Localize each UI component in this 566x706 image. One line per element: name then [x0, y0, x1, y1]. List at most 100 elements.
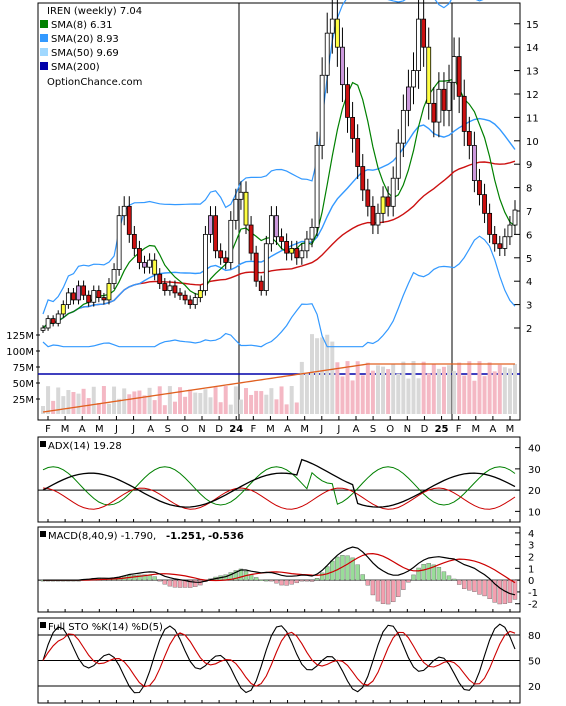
volume-bar: [41, 406, 45, 414]
sto-tick-label: 50: [528, 657, 541, 668]
volume-bar: [254, 390, 259, 414]
candle-body: [91, 290, 97, 303]
legend-label: SMA(20) 8.93: [51, 34, 119, 45]
volume-bar: [294, 402, 299, 414]
volume-bar: [46, 386, 51, 414]
candle-body: [177, 292, 183, 296]
macd-histogram-bar: [456, 579, 462, 585]
macd-tick-label: -2: [528, 600, 538, 611]
candle-body: [116, 215, 122, 270]
volume-bar: [101, 386, 106, 414]
candle-body: [487, 212, 493, 235]
macd-histogram-bar: [142, 574, 147, 581]
volume-bar: [208, 397, 213, 414]
legend-swatch: [40, 34, 48, 42]
volume-bar: [137, 390, 142, 414]
macd-histogram-bar: [411, 574, 416, 581]
legend-swatch: [40, 62, 48, 70]
adx-title-marker: [40, 441, 46, 447]
volume-bar: [142, 395, 147, 414]
macd-histogram-bar: [472, 579, 477, 592]
candle-body: [223, 257, 229, 263]
macd-histogram-bar: [350, 557, 355, 581]
candle-body: [147, 259, 152, 268]
macd-signal-line: [43, 552, 516, 584]
sto-title-marker: [40, 622, 46, 628]
volume-bar: [213, 387, 218, 414]
candle-body: [121, 205, 127, 217]
volume-bar: [497, 364, 502, 414]
macd-histogram-bar: [279, 579, 284, 586]
volume-bar: [203, 389, 208, 414]
price-tick-label: 6: [526, 230, 532, 241]
volume-bar: [436, 368, 441, 414]
volume-tick-label: 125M: [6, 331, 34, 342]
candle-body: [375, 212, 381, 226]
candle-body: [182, 294, 188, 301]
volume-bar: [264, 394, 269, 414]
volume-bar: [218, 402, 223, 414]
x-tick-label: A: [147, 424, 154, 435]
macd-histogram-bar: [512, 579, 518, 600]
candle-body: [466, 131, 472, 146]
volume-bar: [477, 361, 482, 414]
sto-tick-label: 80: [528, 631, 541, 642]
volume-bar: [228, 404, 233, 414]
candle-body: [294, 248, 300, 259]
volume-bar: [391, 363, 396, 414]
volume-bar: [233, 386, 238, 414]
candle-body: [304, 238, 310, 252]
volume-bar: [279, 386, 284, 414]
candle-body: [400, 109, 406, 144]
volume-bar: [81, 388, 86, 414]
price-tick-label: 15: [526, 20, 539, 31]
macd-title-marker: [40, 531, 46, 537]
legend-label: SMA(50) 9.69: [51, 48, 119, 59]
candle-body: [106, 283, 112, 301]
volume-bar: [96, 403, 101, 414]
candle-body: [101, 297, 107, 301]
candle-body: [314, 145, 320, 228]
sto-title: Full STO %K(14) %D(5): [48, 622, 163, 633]
candle-body: [340, 46, 345, 86]
macd-histogram-bar: [269, 579, 274, 582]
macd-histogram-bar: [365, 579, 371, 586]
x-tick-label: M: [471, 424, 480, 435]
macd-histogram-bar: [294, 579, 299, 584]
volume-bar: [411, 361, 416, 414]
candle-body: [319, 74, 325, 146]
x-tick-label: M: [61, 424, 70, 435]
candle-body: [502, 236, 508, 249]
volume-bar: [147, 387, 152, 414]
macd-tick-label: 0: [528, 576, 534, 587]
candle-body: [345, 84, 350, 118]
macd-histogram-bar: [238, 568, 244, 581]
candle-body: [131, 233, 137, 249]
macd-histogram-bar: [401, 579, 406, 590]
volume-tick-label: 25M: [13, 395, 34, 406]
candle-body: [279, 236, 284, 242]
x-tick-label: M: [95, 424, 104, 435]
candle-body: [446, 81, 452, 111]
sto-d-line: [42, 630, 516, 688]
macd-histogram-bar: [431, 564, 436, 581]
x-tick-label: J: [336, 424, 340, 435]
macd-histogram-bar: [477, 579, 482, 595]
macd-histogram-bar: [284, 579, 289, 586]
volume-bar: [345, 361, 350, 414]
volume-bar: [71, 392, 76, 414]
candle-body: [218, 250, 224, 259]
volume-tick-label: 100M: [6, 347, 34, 358]
legend-label: SMA(8) 6.31: [51, 20, 112, 31]
volume-bar: [386, 369, 391, 414]
candle-body: [258, 280, 264, 291]
volume-bar: [315, 338, 320, 414]
volume-bar: [76, 393, 81, 414]
candle-body: [45, 318, 51, 329]
x-tick-label: F: [456, 424, 462, 435]
legend-swatch: [40, 48, 48, 56]
macd-histogram-bar: [167, 579, 173, 587]
candle-body: [208, 215, 213, 235]
sma20-line: [42, 117, 516, 329]
